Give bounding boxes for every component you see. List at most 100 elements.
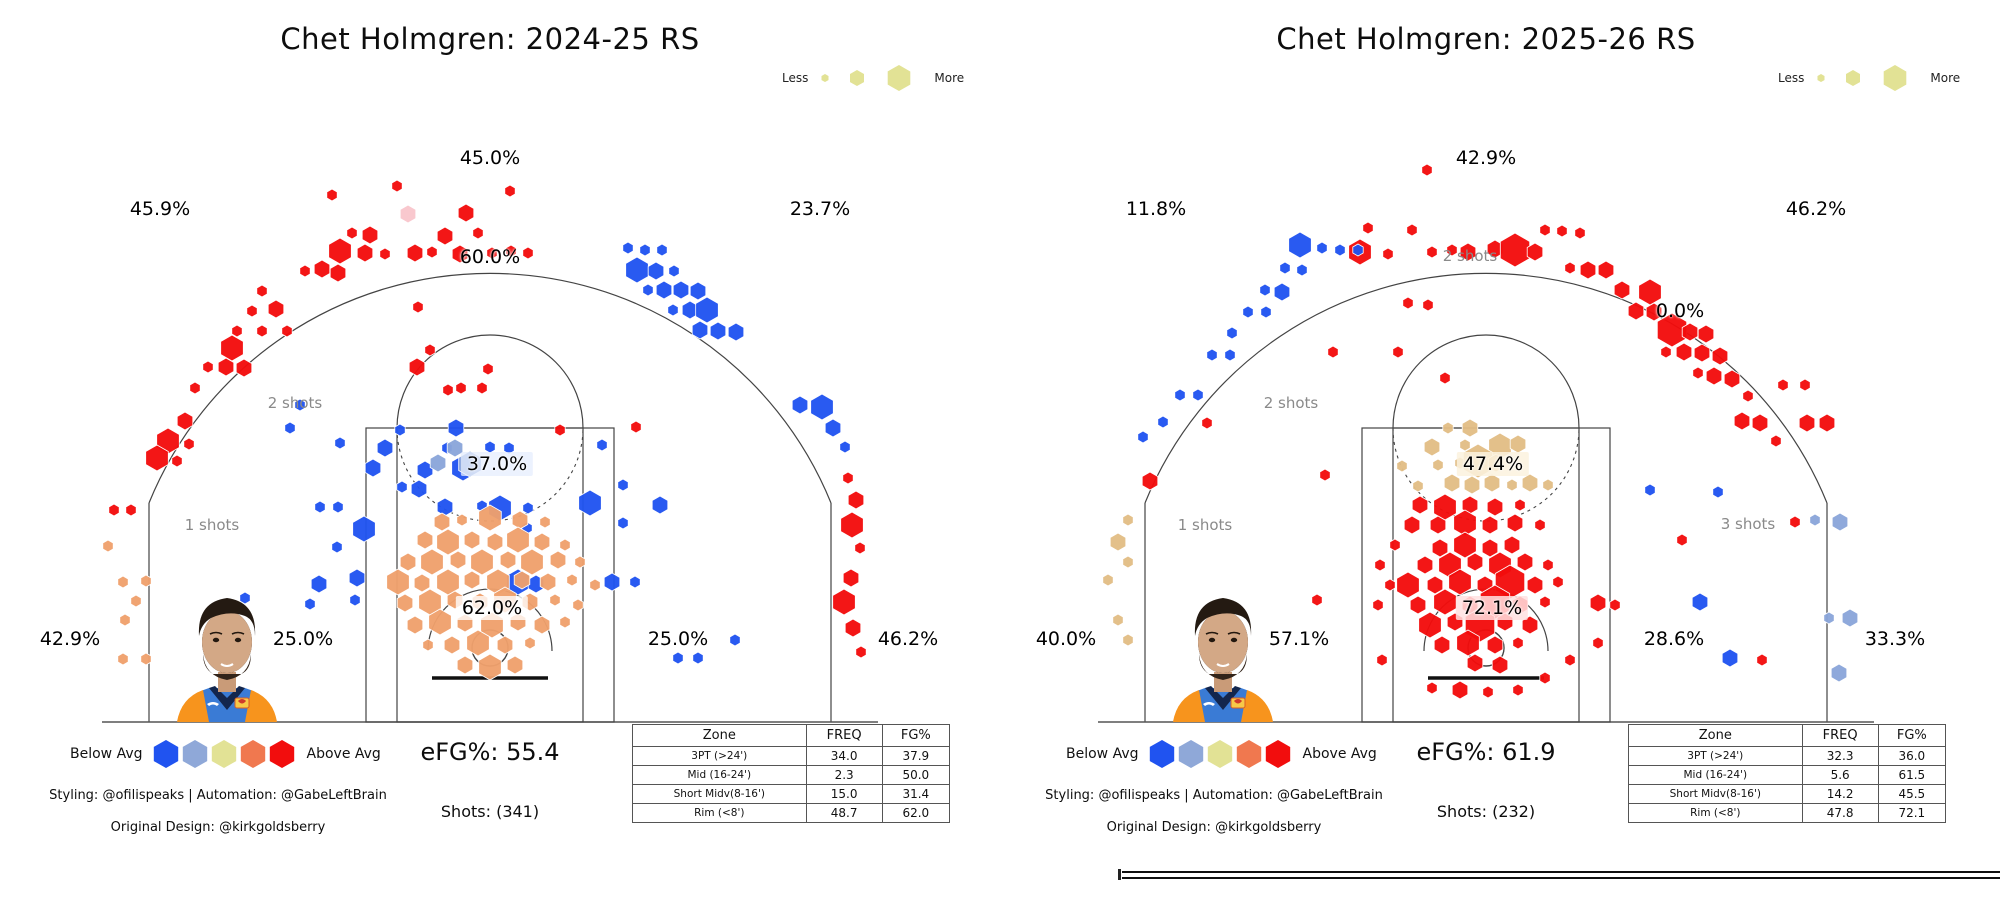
- shot-hex: [1503, 535, 1521, 555]
- zone-table-header: Zone: [1628, 724, 1803, 747]
- shot-hex: [1109, 532, 1127, 552]
- shot-hex: [554, 423, 566, 437]
- zone-fg-label: 42.9%: [1455, 147, 1517, 169]
- shot-hex: [511, 510, 529, 530]
- court: [60, 118, 920, 730]
- shot-hex: [294, 398, 306, 412]
- shot-hex: [1512, 636, 1524, 650]
- player-avatar-graphic: [177, 598, 277, 722]
- shot-hex: [349, 593, 361, 607]
- shot-hex: [1660, 345, 1672, 359]
- shot-hex: [1396, 571, 1420, 599]
- shot-hex: [1564, 653, 1576, 667]
- shot-hex: [1697, 324, 1715, 344]
- shot-hex: [844, 618, 862, 638]
- shots-count: Shots: (232): [1436, 802, 1536, 821]
- shot-hex: [1148, 739, 1175, 769]
- shot-hex: [691, 320, 709, 340]
- shot-hex: [572, 598, 584, 612]
- free-throw-circle-top: [396, 334, 584, 429]
- shot-hex: [1482, 685, 1494, 699]
- shot-hex: [1459, 242, 1477, 262]
- shot-hex: [422, 638, 434, 652]
- paint-inner: [1392, 427, 1580, 723]
- shot-hex: [412, 300, 424, 314]
- player-avatar-graphic: [1173, 598, 1273, 722]
- shot-hex: [346, 226, 358, 240]
- shot-hex: [1409, 595, 1427, 615]
- zone-fg-label: 23.7%: [789, 198, 851, 220]
- shot-hex: [1122, 555, 1134, 569]
- shot-hex: [566, 573, 578, 587]
- shot-count-label: 2 shots: [267, 394, 323, 412]
- shot-hex: [1426, 245, 1438, 259]
- shot-hex: [1831, 512, 1849, 532]
- color-scale-hexes: [151, 738, 299, 770]
- shot-hex: [1526, 242, 1544, 262]
- shot-hex: [391, 179, 403, 193]
- shot-hex: [1627, 301, 1645, 321]
- shot-hex: [466, 629, 490, 657]
- shot-hex: [1439, 371, 1451, 385]
- zone-fg-label: 72.1%: [1455, 596, 1529, 620]
- shot-hex: [617, 516, 629, 530]
- chart-title: Chet Holmgren: 2025-26 RS: [1276, 22, 1696, 56]
- shot-hex: [1431, 538, 1449, 558]
- shot-hex: [352, 515, 376, 543]
- beard: [1199, 654, 1247, 680]
- shot-hex: [1432, 458, 1444, 472]
- table-row: Mid (16-24') 2.3 50.0: [632, 765, 951, 785]
- shot-hex: [1542, 478, 1554, 492]
- shot-hex: [1579, 260, 1597, 280]
- shot-hex: [887, 64, 912, 92]
- shot-hex: [313, 259, 331, 279]
- shot-hex: [1705, 366, 1723, 386]
- sponsor-heart-icon: [1234, 699, 1242, 704]
- shot-hex: [239, 739, 266, 769]
- shot-hex: [1845, 69, 1862, 87]
- shot-hex: [394, 423, 406, 437]
- free-throw-circle-top: [1392, 334, 1580, 429]
- shot-hex: [692, 651, 704, 665]
- shot-hex: [456, 513, 468, 527]
- shot-hex: [1372, 598, 1384, 612]
- zone-table-cell: 14.2: [1801, 784, 1879, 804]
- shot-hex: [1466, 653, 1484, 673]
- color-scale-legend: Below Avg Above Avg: [70, 738, 381, 770]
- shot-hex: [849, 69, 866, 87]
- shot-hex: [183, 437, 195, 451]
- zone-fg-label: 0.0%: [1655, 300, 1705, 322]
- shot-hex: [1681, 322, 1699, 342]
- shot-hex: [499, 550, 517, 570]
- shot-hex: [171, 454, 183, 468]
- shot-hex: [420, 548, 444, 576]
- shot-hex: [429, 453, 447, 473]
- shot-hex: [506, 655, 524, 675]
- shot-hex: [102, 539, 114, 553]
- zone-table-cell: 47.8: [1801, 803, 1879, 823]
- shot-hex: [1177, 739, 1204, 769]
- credit-original-design: Original Design: @kirkgoldsberry: [110, 820, 326, 835]
- free-throw-circle-bottom: [396, 427, 584, 522]
- shot-hex: [1830, 663, 1848, 683]
- shot-hex: [832, 588, 856, 616]
- right-brow: [231, 631, 245, 635]
- mouth: [1216, 663, 1230, 667]
- shot-hex: [478, 653, 502, 681]
- left-eye: [1208, 637, 1216, 643]
- below-avg-label: Below Avg: [1066, 746, 1139, 762]
- shot-hex: [284, 421, 296, 435]
- shot-hex: [1823, 611, 1835, 625]
- shot-hex: [376, 438, 394, 458]
- hair: [1194, 598, 1252, 636]
- shot-hex: [1443, 473, 1461, 493]
- shot-hex: [1206, 739, 1233, 769]
- shot-hex: [625, 256, 649, 284]
- court-svg: [102, 179, 878, 723]
- shot-hex: [504, 184, 516, 198]
- shot-hex: [630, 420, 642, 434]
- sponsor-heart-icon: [238, 699, 246, 704]
- shot-hex: [1442, 421, 1454, 435]
- shot-hex: [1352, 243, 1364, 257]
- shot-hex: [424, 343, 436, 357]
